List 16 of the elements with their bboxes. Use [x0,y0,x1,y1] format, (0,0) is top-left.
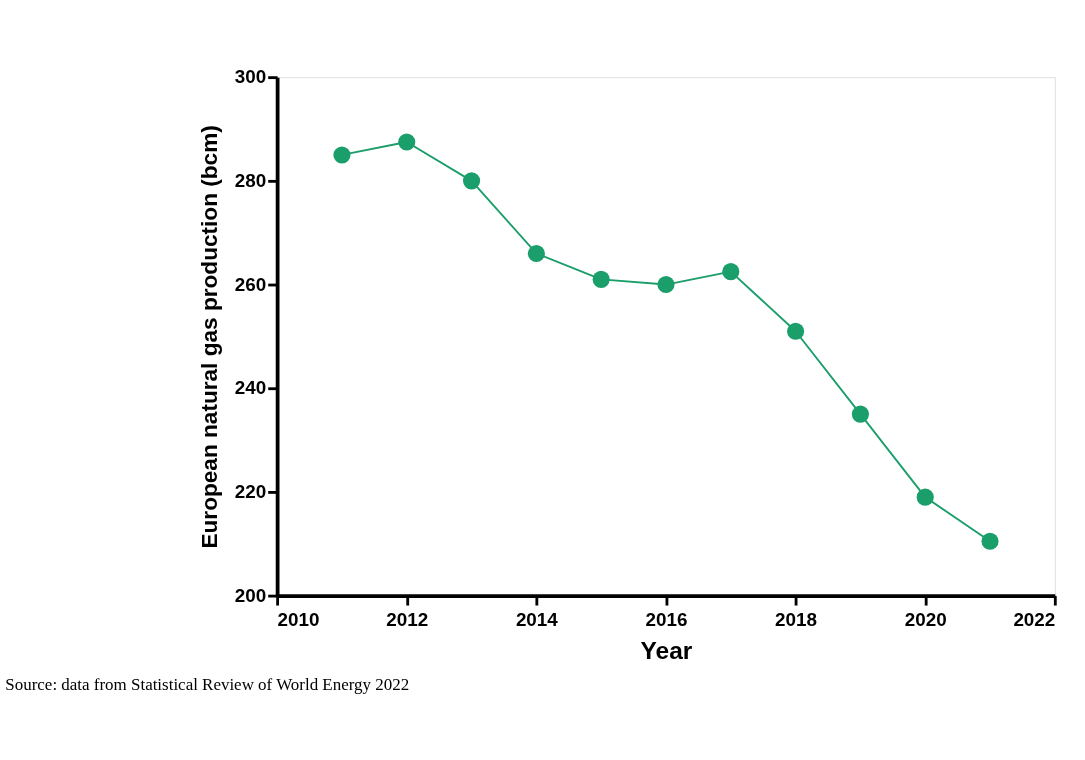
x-tick-label: 2022 [1013,609,1056,631]
y-tick-label: 280 [234,169,267,191]
source-note: Source: data from Statistical Review of World Energy 2022 [5,674,410,694]
x-tick-label: 2020 [904,609,947,631]
y-tick-label: 260 [234,273,267,295]
y-axis-title: European natural gas production (bcm) [196,125,222,549]
x-tick-label: 2014 [515,609,559,631]
x-axis-title: Year [640,637,693,665]
y-tick-label: 220 [234,481,267,503]
y-tick-label: 240 [234,377,267,399]
y-tick-label: 300 [234,66,267,88]
x-tick-label: 2016 [645,609,688,631]
y-tick-label: 200 [234,584,267,606]
x-tick-label: 2010 [277,609,320,631]
x-tick-label: 2018 [775,609,818,631]
x-tick-label: 2012 [386,609,429,631]
